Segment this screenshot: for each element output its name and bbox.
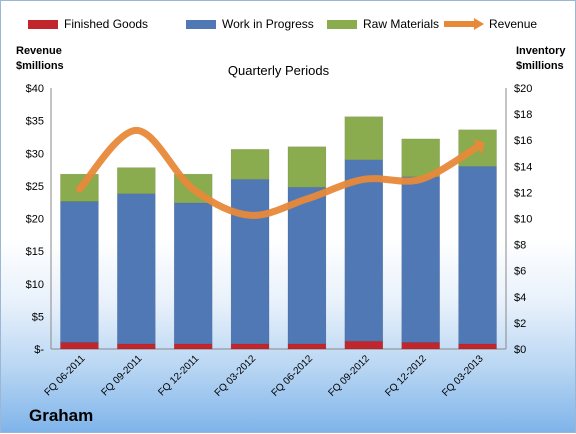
bar-work-in-progress xyxy=(117,194,155,344)
left-tick-label: $20 xyxy=(26,214,44,226)
right-tick-label: $4 xyxy=(514,292,526,304)
left-tick-label: $35 xyxy=(26,116,44,128)
right-axis-title: Inventory xyxy=(516,45,566,57)
x-tick-label: FQ 03-2013 xyxy=(440,353,486,399)
right-tick-label: $16 xyxy=(514,135,532,147)
x-tick-label: FQ 06-2011 xyxy=(43,353,88,398)
bar-work-in-progress xyxy=(231,179,269,343)
bar-raw-materials xyxy=(288,147,326,187)
x-tick-label: FQ 03-2012 xyxy=(213,353,259,399)
legend-swatch xyxy=(186,20,216,29)
company-name: Graham xyxy=(29,406,93,426)
bar-work-in-progress xyxy=(459,166,497,343)
x-tick-label: FQ 09-2011 xyxy=(99,353,144,398)
bar-finished-goods xyxy=(459,344,497,349)
bar-finished-goods xyxy=(60,342,98,349)
legend-arrow-revenue xyxy=(474,18,484,30)
bar-finished-goods xyxy=(288,344,326,349)
left-tick-label: $15 xyxy=(26,246,44,258)
left-tick-label: $- xyxy=(34,344,44,356)
bar-finished-goods xyxy=(117,344,155,349)
left-tick-label: $30 xyxy=(26,148,44,160)
right-tick-label: $6 xyxy=(514,266,526,278)
legend-label: Finished Goods xyxy=(64,17,148,31)
right-tick-label: $10 xyxy=(514,214,532,226)
bar-raw-materials xyxy=(345,117,383,160)
bar-work-in-progress xyxy=(288,187,326,344)
left-axis-title: Revenue xyxy=(16,45,62,57)
left-tick-label: $10 xyxy=(26,279,44,291)
legend-label: Revenue xyxy=(489,17,537,31)
legend-label: Raw Materials xyxy=(363,17,439,31)
right-tick-label: $18 xyxy=(514,109,532,121)
right-tick-label: $8 xyxy=(514,240,526,252)
bar-finished-goods xyxy=(231,344,269,349)
legend-swatch xyxy=(28,20,58,29)
bar-work-in-progress xyxy=(402,177,440,343)
right-tick-label: $0 xyxy=(514,344,526,356)
x-tick-label: FQ 09-2012 xyxy=(326,353,372,399)
right-tick-label: $12 xyxy=(514,187,532,199)
right-axis-unit: $millions xyxy=(516,60,564,72)
bar-raw-materials xyxy=(117,168,155,194)
bar-finished-goods xyxy=(345,341,383,349)
bar-work-in-progress xyxy=(345,160,383,341)
right-tick-label: $20 xyxy=(514,83,532,95)
bar-raw-materials xyxy=(231,149,269,179)
legend-label: Work in Progress xyxy=(222,17,314,31)
left-tick-label: $5 xyxy=(32,311,44,323)
left-axis-unit: $millions xyxy=(16,60,64,72)
bar-finished-goods xyxy=(402,342,440,349)
right-tick-label: $2 xyxy=(514,318,526,330)
left-tick-label: $40 xyxy=(26,83,44,95)
x-tick-label: FQ 06-2012 xyxy=(270,353,316,399)
chart-title: Quarterly Periods xyxy=(228,63,330,78)
bar-finished-goods xyxy=(174,344,212,349)
legend-swatch xyxy=(327,20,357,29)
x-tick-label: FQ 12-2011 xyxy=(156,353,201,398)
right-tick-label: $14 xyxy=(514,161,532,173)
x-tick-label: FQ 12-2012 xyxy=(383,353,429,399)
left-tick-label: $25 xyxy=(26,181,44,193)
bar-work-in-progress xyxy=(60,202,98,343)
bar-work-in-progress xyxy=(174,203,212,344)
